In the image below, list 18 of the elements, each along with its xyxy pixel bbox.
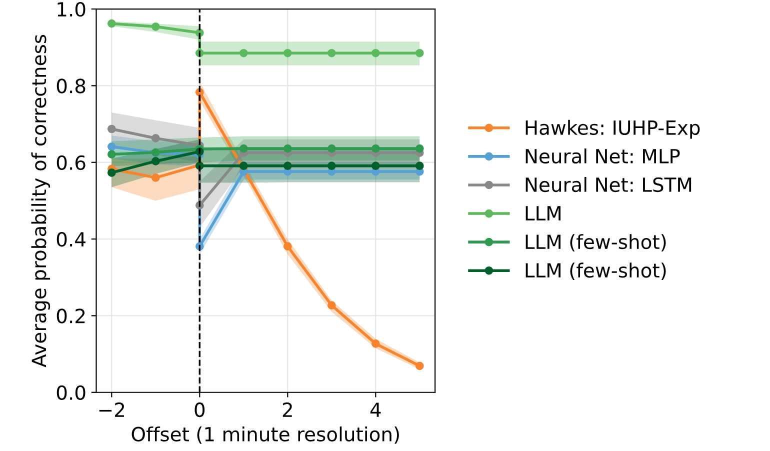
y-tick-label: 0.6 xyxy=(56,155,86,170)
legend-label: LLM xyxy=(526,206,560,220)
y-tick-label: 0.4 xyxy=(56,232,86,247)
legend-label: Hawkes: IUHP-Exp xyxy=(526,120,700,139)
y-axis-title: Average probability of correctness xyxy=(31,34,50,368)
legend-label: Neural Net: MLP xyxy=(526,148,680,164)
y-tick-label: 0.2 xyxy=(56,308,85,324)
legend-label: Neural Net: LSTM xyxy=(526,177,692,192)
y-tick-label: 0.0 xyxy=(56,385,86,400)
x-tick-label: 4 xyxy=(370,402,381,417)
x-axis-title: Offset (1 minute resolution) xyxy=(132,426,399,444)
x-tick-label: 0 xyxy=(194,402,205,418)
legend-label: LLM (few-shot) xyxy=(526,234,666,252)
y-tick-label: 0.8 xyxy=(56,78,86,94)
legend-label: LLM (few-shot) xyxy=(526,262,666,280)
x-tick-label: 2 xyxy=(282,402,292,417)
y-tick-label: 1.0 xyxy=(58,2,86,17)
x-tick-label: −2 xyxy=(99,402,124,417)
